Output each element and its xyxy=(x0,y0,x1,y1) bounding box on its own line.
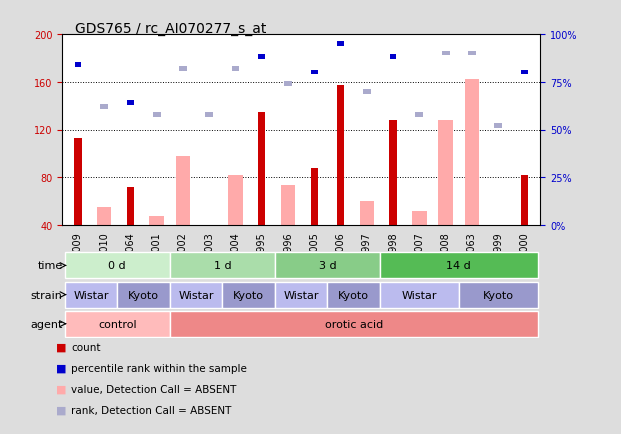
Bar xyxy=(310,168,318,226)
Bar xyxy=(75,63,81,68)
Bar xyxy=(281,185,295,226)
Bar xyxy=(127,101,134,106)
Text: Wistar: Wistar xyxy=(73,290,109,300)
Text: rank, Detection Call = ABSENT: rank, Detection Call = ABSENT xyxy=(71,405,232,414)
Text: count: count xyxy=(71,342,101,352)
Bar xyxy=(74,138,81,226)
Bar xyxy=(258,55,265,60)
Text: Kyoto: Kyoto xyxy=(338,290,369,300)
Bar xyxy=(459,282,538,308)
Bar xyxy=(521,70,528,76)
Text: agent: agent xyxy=(30,319,63,329)
Bar xyxy=(442,52,450,56)
Text: Wistar: Wistar xyxy=(283,290,319,300)
Text: ■: ■ xyxy=(56,363,66,373)
Bar xyxy=(206,112,213,117)
Text: strain: strain xyxy=(31,290,63,300)
Text: value, Detection Call = ABSENT: value, Detection Call = ABSENT xyxy=(71,384,237,394)
Text: orotic acid: orotic acid xyxy=(325,319,383,329)
Bar xyxy=(465,80,479,226)
Bar xyxy=(258,112,265,226)
Bar xyxy=(438,121,453,226)
Bar xyxy=(65,282,117,308)
Bar xyxy=(337,42,344,46)
Bar xyxy=(65,253,170,279)
Bar xyxy=(153,112,161,117)
Bar xyxy=(389,121,397,226)
Bar xyxy=(170,282,222,308)
Text: 14 d: 14 d xyxy=(446,261,471,271)
Text: time: time xyxy=(37,261,63,271)
Bar xyxy=(380,282,459,308)
Bar xyxy=(284,82,292,87)
Bar xyxy=(97,208,111,226)
Text: Wistar: Wistar xyxy=(178,290,214,300)
Text: control: control xyxy=(98,319,137,329)
Bar xyxy=(415,112,424,117)
Bar xyxy=(380,253,538,279)
Bar xyxy=(179,67,187,72)
Bar xyxy=(176,157,190,226)
Bar xyxy=(275,253,380,279)
Bar xyxy=(337,86,344,226)
Bar xyxy=(232,67,240,72)
Bar xyxy=(494,124,502,129)
Bar xyxy=(390,55,396,60)
Text: Kyoto: Kyoto xyxy=(128,290,159,300)
Bar xyxy=(65,311,170,337)
Bar xyxy=(360,202,374,226)
Bar xyxy=(127,187,134,226)
Bar xyxy=(202,226,217,232)
Text: 3 d: 3 d xyxy=(319,261,336,271)
Text: Kyoto: Kyoto xyxy=(233,290,264,300)
Text: ■: ■ xyxy=(56,342,66,352)
Bar xyxy=(491,226,505,250)
Bar xyxy=(412,211,427,226)
Text: GDS765 / rc_AI070277_s_at: GDS765 / rc_AI070277_s_at xyxy=(75,22,266,36)
Bar xyxy=(229,175,243,226)
Text: 1 d: 1 d xyxy=(214,261,231,271)
Bar xyxy=(275,282,327,308)
Text: ■: ■ xyxy=(56,384,66,394)
Bar xyxy=(363,89,371,95)
Bar xyxy=(468,52,476,56)
Bar xyxy=(170,311,538,337)
Bar xyxy=(222,282,275,308)
Bar xyxy=(311,70,317,76)
Bar xyxy=(521,175,528,226)
Text: Wistar: Wistar xyxy=(402,290,437,300)
Text: 0 d: 0 d xyxy=(109,261,126,271)
Bar xyxy=(150,216,164,226)
Text: Kyoto: Kyoto xyxy=(483,290,514,300)
Text: percentile rank within the sample: percentile rank within the sample xyxy=(71,363,247,373)
Bar xyxy=(327,282,380,308)
Bar xyxy=(117,282,170,308)
Text: ■: ■ xyxy=(56,405,66,414)
Bar xyxy=(170,253,275,279)
Bar xyxy=(100,105,108,110)
